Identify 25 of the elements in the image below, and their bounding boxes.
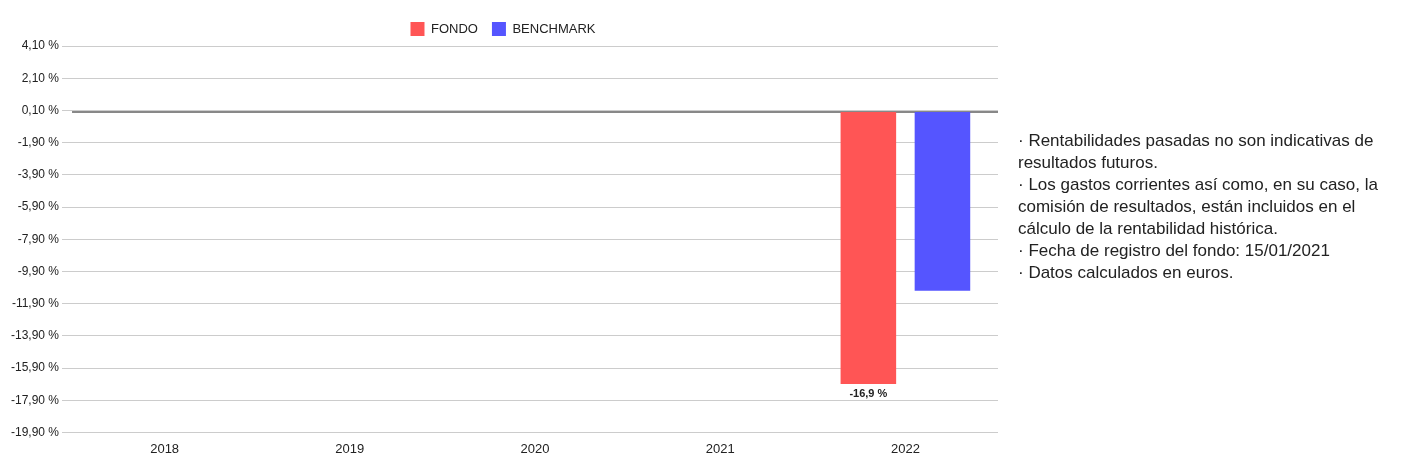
- legend-label: FONDO: [431, 20, 478, 36]
- y-tick-label: -19,90 %: [11, 424, 60, 439]
- data-label: -16,9 %: [849, 386, 888, 399]
- text: · Rentabilidades pasadas no son indicativas de resultados futuros.: [1018, 130, 1375, 174]
- x-tick-label: 2022: [890, 440, 920, 456]
- text: · Datos calculados en euros.: [1018, 262, 1235, 284]
- y-tick-label: -15,90 %: [11, 360, 60, 375]
- x-tick-label: 2020: [520, 440, 550, 456]
- y-tick-label: 0,10 %: [21, 102, 60, 117]
- y-tick-label: -1,90 %: [17, 134, 60, 149]
- x-tick-label: 2018: [150, 440, 180, 456]
- x-tick-label: 2019: [335, 440, 365, 456]
- legend-label: BENCHMARK: [512, 20, 596, 36]
- x-tick-label: 2021: [705, 440, 735, 456]
- y-tick-label: 4,10 %: [21, 38, 60, 53]
- y-tick-label: -7,90 %: [17, 231, 60, 246]
- y-tick-label: 2,10 %: [21, 70, 60, 85]
- y-tick-label: -3,90 %: [17, 167, 60, 182]
- y-tick-label: -17,90 %: [11, 392, 60, 407]
- y-tick-label: -13,90 %: [11, 328, 60, 343]
- y-tick-label: -11,90 %: [11, 295, 60, 310]
- text: · Fecha de registro del fondo: 15/01/2021: [1018, 240, 1331, 262]
- y-tick-label: -5,90 %: [17, 199, 60, 214]
- text: · Los gastos corrientes así como, en su caso, la comisión de resultados, están incluidos en el cálculo de la rentabilidad histórica.: [1018, 174, 1379, 240]
- y-tick-label: -9,90 %: [17, 263, 60, 278]
